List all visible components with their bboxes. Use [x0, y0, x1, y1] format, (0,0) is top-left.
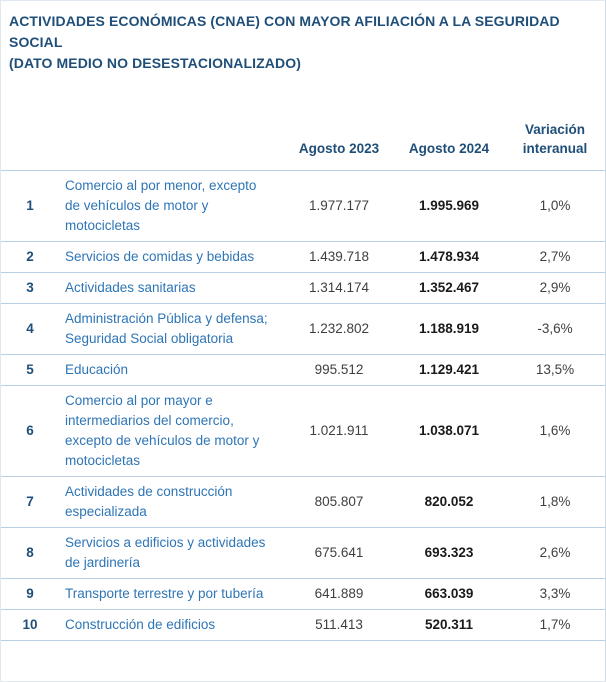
table-row: 4 Administración Pública y defensa; Segu…: [1, 304, 605, 355]
table-body: 1 Comercio al por menor, excepto de vehí…: [1, 171, 605, 641]
variacion-cell: 1,6%: [539, 423, 571, 438]
value-agosto-2023-cell: 1.314.174: [308, 280, 370, 295]
activity-cell: Administración Pública y defensa; Seguri…: [65, 311, 268, 346]
variacion-cell: 1,7%: [539, 617, 571, 632]
variacion-cell: 1,8%: [539, 494, 571, 509]
activity-cell: Actividades sanitarias: [65, 280, 196, 295]
table-row: 8 Servicios a edificios y actividades de…: [1, 528, 605, 579]
column-header-agosto-2024: Agosto 2024: [408, 141, 490, 156]
value-agosto-2023-cell: 511.413: [315, 617, 363, 632]
table-header-row: Agosto 2023 Agosto 2024 Variación intera…: [1, 74, 605, 171]
rank-cell: 10: [22, 617, 38, 632]
rank-cell: 2: [26, 249, 34, 264]
variacion-cell: -3,6%: [537, 321, 573, 336]
activity-cell: Construcción de edificios: [65, 617, 216, 632]
value-agosto-2023-cell: 1.021.911: [309, 423, 369, 438]
column-header-variacion-line2: interanual: [522, 141, 588, 156]
rank-cell: 5: [26, 362, 34, 377]
value-agosto-2024-cell: 1.129.421: [418, 362, 480, 377]
activity-cell: Educación: [65, 362, 129, 377]
rank-cell: 7: [26, 494, 34, 509]
rank-cell: 6: [26, 423, 34, 438]
table-row: 9 Transporte terrestre y por tubería 641…: [1, 579, 605, 610]
page-title: ACTIVIDADES ECONÓMICAS (CNAE) CON MAYOR …: [1, 1, 605, 74]
value-agosto-2023-cell: 1.977.177: [308, 198, 370, 213]
rank-cell: 4: [26, 321, 34, 336]
value-agosto-2024-cell: 820.052: [424, 494, 474, 509]
variacion-cell: 1,0%: [539, 198, 571, 213]
value-agosto-2024-cell: 1.352.467: [418, 280, 480, 295]
table-row: 6 Comercio al por mayor e intermediarios…: [1, 386, 605, 477]
value-agosto-2024-cell: 1.038.071: [418, 423, 480, 438]
activity-cell: Comercio al por menor, excepto de vehícu…: [65, 178, 257, 233]
value-agosto-2023-cell: 1.439.718: [308, 249, 370, 264]
page-title-line1: ACTIVIDADES ECONÓMICAS (CNAE) CON MAYOR …: [9, 13, 560, 50]
value-agosto-2023-cell: 995.512: [314, 362, 364, 377]
rank-cell: 1: [26, 198, 34, 213]
table-row: 3 Actividades sanitarias 1.314.174 1.352…: [1, 273, 605, 304]
column-header-variacion-line1: Variación: [524, 122, 586, 137]
value-agosto-2024-cell: 1.478.934: [418, 249, 480, 264]
variacion-cell: 2,7%: [539, 249, 571, 264]
activity-cell: Servicios de comidas y bebidas: [65, 249, 255, 264]
value-agosto-2023-cell: 675.641: [314, 545, 364, 560]
value-agosto-2024-cell: 693.323: [424, 545, 474, 560]
rank-cell: 9: [26, 586, 34, 601]
page-title-line2: (DATO MEDIO NO DESESTACIONALIZADO): [9, 55, 301, 71]
variacion-cell: 2,9%: [539, 280, 571, 295]
value-agosto-2024-cell: 1.995.969: [418, 198, 480, 213]
rank-cell: 8: [26, 545, 34, 560]
variacion-cell: 3,3%: [539, 586, 571, 601]
activity-cell: Transporte terrestre y por tubería: [65, 586, 264, 601]
table-row: 5 Educación 995.512 1.129.421 13,5%: [1, 355, 605, 386]
table-row: 7 Actividades de construcción especializ…: [1, 477, 605, 528]
value-agosto-2024-cell: 520.311: [424, 617, 474, 632]
value-agosto-2023-cell: 641.889: [314, 586, 364, 601]
rank-cell: 3: [26, 280, 34, 295]
variacion-cell: 13,5%: [535, 362, 575, 377]
table-row: 2 Servicios de comidas y bebidas 1.439.7…: [1, 242, 605, 273]
value-agosto-2024-cell: 663.039: [424, 586, 474, 601]
variacion-cell: 2,6%: [539, 545, 571, 560]
value-agosto-2024-cell: 1.188.919: [418, 321, 480, 336]
value-agosto-2023-cell: 1.232.802: [308, 321, 370, 336]
column-header-agosto-2023: Agosto 2023: [298, 141, 380, 156]
table-row: 10 Construcción de edificios 511.413 520…: [1, 610, 605, 641]
value-agosto-2023-cell: 805.807: [314, 494, 364, 509]
activity-cell: Comercio al por mayor e intermediarios d…: [65, 393, 260, 468]
activity-cell: Actividades de construcción especializad…: [65, 484, 233, 519]
column-header-variacion: Variación interanual: [511, 120, 599, 158]
activity-cell: Servicios a edificios y actividades de j…: [65, 535, 266, 570]
table-row: 1 Comercio al por menor, excepto de vehí…: [1, 171, 605, 242]
